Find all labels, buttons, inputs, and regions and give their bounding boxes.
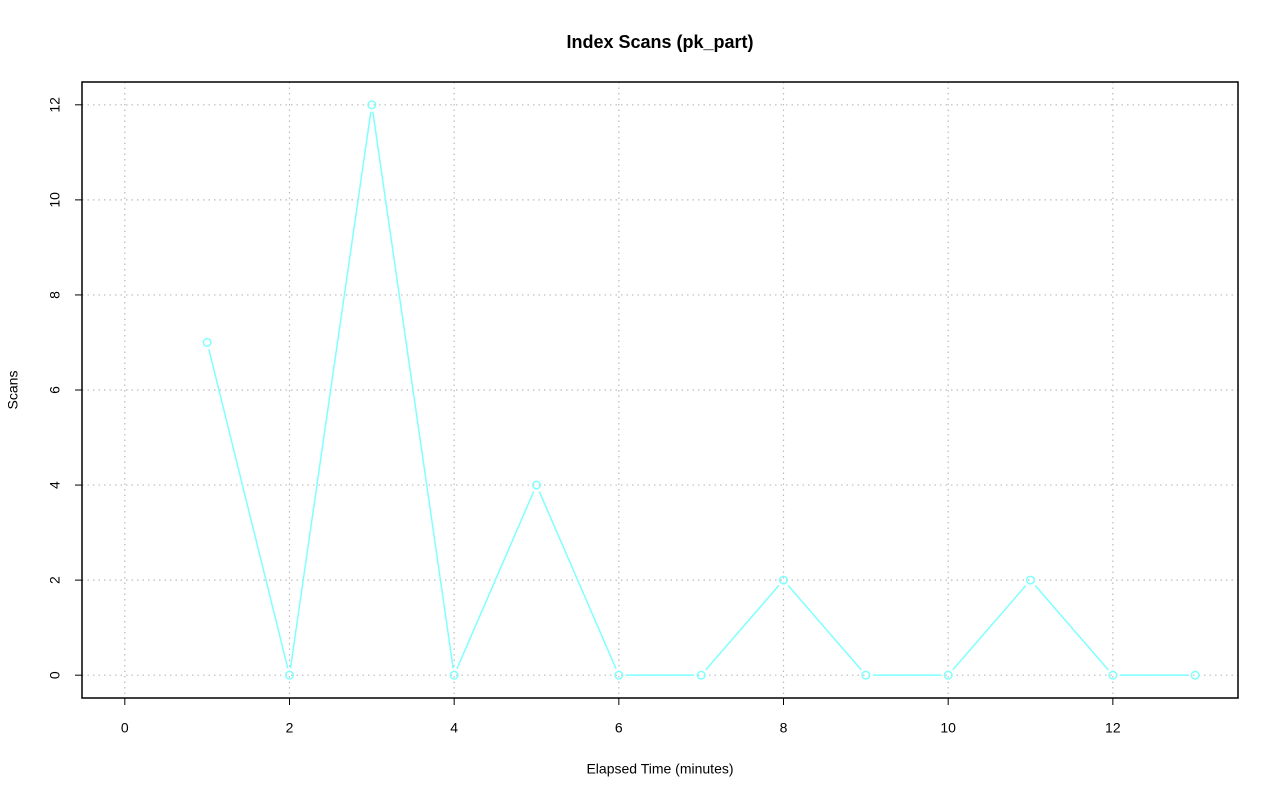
y-tick-label: 4: [47, 481, 63, 489]
y-tick-label: 8: [47, 291, 63, 299]
data-point: [1108, 670, 1118, 680]
x-tick-label: 4: [450, 720, 458, 736]
data-point: [1190, 670, 1200, 680]
plot-frame: [81, 81, 1239, 699]
y-tick-label: 6: [47, 386, 63, 394]
data-point: [202, 337, 212, 348]
data-point: [449, 670, 459, 680]
chart-title: Index Scans (pk_part): [566, 32, 753, 52]
x-tick-label: 6: [615, 720, 623, 736]
data-point: [1025, 575, 1036, 585]
data-line: [208, 111, 1189, 676]
y-tick-label: 10: [47, 192, 63, 208]
x-tick-label: 8: [780, 720, 788, 736]
data-point: [367, 100, 377, 110]
data-point: [284, 670, 295, 680]
x-axis-label: Elapsed Time (minutes): [586, 761, 733, 777]
data-point: [696, 670, 706, 680]
y-tick-label: 12: [47, 97, 63, 113]
x-tick-label: 10: [940, 720, 956, 736]
data-point: [861, 670, 871, 680]
y-tick-label: 2: [47, 576, 63, 584]
data-point: [778, 575, 789, 585]
data-point: [943, 670, 953, 680]
data-point: [531, 480, 542, 490]
y-axis-label: Scans: [5, 371, 21, 410]
y-tick-label: 0: [47, 671, 63, 679]
x-tick-label: 2: [286, 720, 294, 736]
x-tick-label: 0: [121, 720, 129, 736]
data-point: [614, 670, 624, 680]
x-tick-label: 12: [1105, 720, 1121, 736]
